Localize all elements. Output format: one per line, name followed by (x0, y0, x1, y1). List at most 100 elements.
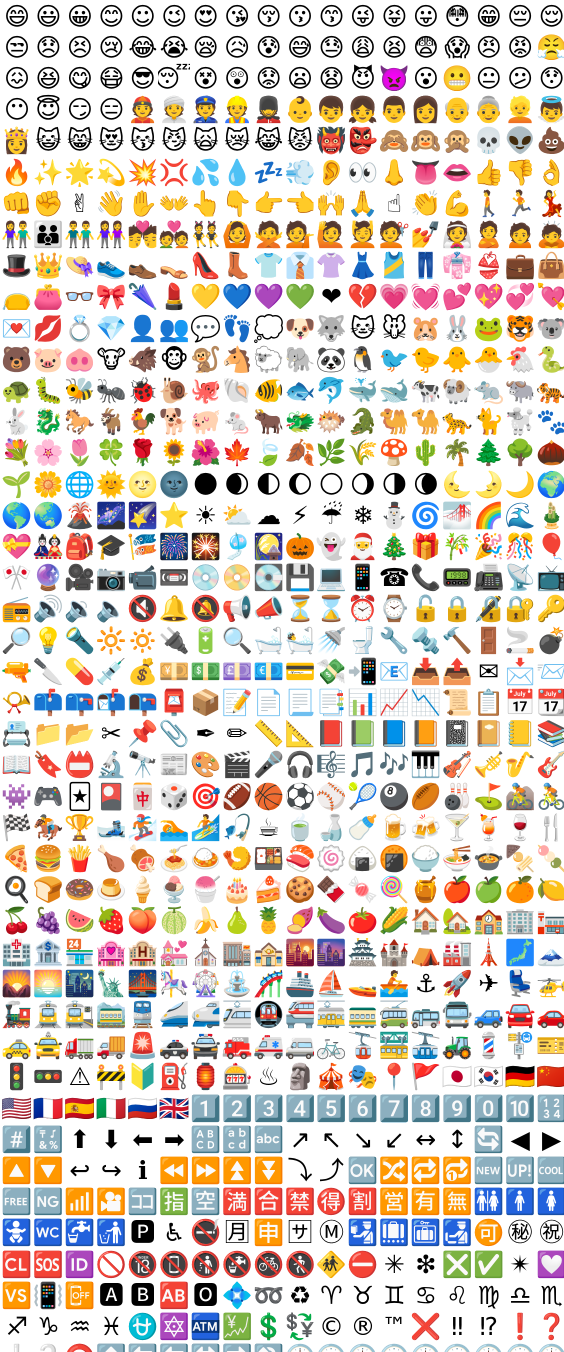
emoji-cell: 🍇 (32, 906, 64, 936)
emoji-cell: ❗ (504, 1311, 536, 1341)
emoji-cell: 🌖 (349, 469, 376, 499)
emoji-cell: 🈚 (441, 1187, 473, 1217)
emoji-cell: 💳 (284, 656, 316, 686)
emoji-cell: 📆 (536, 687, 564, 717)
emoji-cell: 😳 (444, 1, 471, 31)
emoji-cell: 👸 (1, 126, 33, 156)
emoji-cell: 🚘 (504, 999, 536, 1029)
emoji-cell: 🏄 (190, 812, 222, 842)
emoji-cell: 👪 (32, 219, 64, 249)
emoji-cell: © (319, 1311, 344, 1341)
emoji-cell: 😆 (35, 63, 62, 93)
emoji-cell: ♨ (257, 1062, 280, 1092)
emoji-cell: 🔔 (158, 594, 190, 624)
emoji-cell: 👑 (32, 251, 64, 281)
emoji-cell: 🍑 (127, 906, 159, 936)
emoji-cell: 🌟 (64, 157, 96, 187)
emoji-cell: 🍅 (347, 906, 379, 936)
emoji-cell: 💥 (127, 157, 159, 187)
emoji-cell: 🍪 (284, 875, 316, 905)
emoji-cell: 📻 (1, 594, 33, 624)
emoji-cell: 📖 (1, 750, 33, 780)
emoji-cell: ⤵ (287, 1155, 313, 1185)
emoji-cell: 🍟 (64, 843, 96, 873)
emoji-cell: 🐌 (158, 375, 190, 405)
emoji-cell: 🈁 (127, 1187, 159, 1217)
emoji-cell: 🌋 (64, 500, 96, 530)
emoji-cell: ‼ (451, 1311, 464, 1341)
emoji-cell: 📮 (158, 687, 190, 717)
emoji-cell: ⏫ (221, 1155, 253, 1185)
emoji-cell: 💽 (253, 563, 285, 593)
emoji-cell: 🌲 (473, 438, 505, 468)
emoji-cell: 🐈 (473, 407, 505, 437)
emoji-cell: 🐩 (504, 407, 536, 437)
emoji-cell: 🐫 (378, 407, 410, 437)
emoji-cell: 👃 (378, 157, 410, 187)
emoji-cell: 🔽 (32, 1155, 64, 1185)
emoji-cell: 🚊 (32, 999, 64, 1029)
emoji-cell: 🃏 (67, 781, 93, 811)
emoji-cell: 🙋 (315, 219, 348, 249)
emoji-cell: 💩 (536, 126, 564, 156)
emoji-cell: 📋 (473, 687, 505, 717)
emoji-cell: 📎 (158, 719, 190, 749)
emoji-cell: 🔡 (221, 1124, 253, 1154)
emoji-cell: 💕 (441, 282, 473, 312)
emoji-cell: 🌛 (473, 469, 505, 499)
emoji-cell: 🏣 (536, 906, 564, 936)
emoji-cell: 📫 (32, 687, 64, 717)
emoji-cell: 😏 (66, 95, 93, 125)
emoji-cell: 🐐 (95, 407, 127, 437)
emoji-cell: ® (350, 1311, 376, 1341)
emoji-cell: ⛳ (473, 781, 505, 811)
emoji-cell: 🌄 (1, 968, 33, 998)
emoji-cell: 🈂 (287, 1218, 313, 1248)
emoji-cell: 📂 (64, 719, 96, 749)
emoji-cell: 🚷 (284, 1249, 316, 1279)
emoji-cell: 📼 (158, 563, 190, 593)
emoji-cell: 🚕 (1, 1031, 33, 1061)
emoji-cell: 🙇 (536, 219, 564, 249)
emoji-cell: 🎢 (253, 968, 285, 998)
emoji-cell: 😙 (318, 1, 345, 31)
emoji-cell: 🍭 (378, 875, 410, 905)
emoji-cell: 😴 (158, 63, 191, 93)
emoji-cell: 🎏 (127, 531, 159, 561)
emoji-cell: 🚉 (64, 999, 96, 1029)
emoji-cell: ⭐ (158, 500, 190, 530)
emoji-cell: 👖 (410, 251, 442, 281)
emoji-cell: 🍉 (64, 906, 96, 936)
emoji-cell: 👍 (473, 157, 505, 187)
emoji-cell: 🔥 (1, 157, 33, 187)
emoji-cell: 😮 (412, 63, 439, 93)
emoji-cell: 💘 (536, 282, 564, 312)
emoji-cell: ❎ (441, 1249, 473, 1279)
emoji-cell: 🍆 (315, 906, 348, 936)
emoji-cell: 🍔 (32, 843, 64, 873)
emoji-cell: 🐕 (158, 407, 190, 437)
emoji-cell: 🛄 (378, 1218, 410, 1248)
emoji-cell: ↕ (446, 1124, 468, 1154)
emoji-cell: 👥 (158, 313, 190, 343)
emoji-cell: 💨 (284, 157, 316, 187)
emoji-cell: ⚓ (414, 968, 438, 998)
emoji-cell: 📥 (410, 656, 442, 686)
emoji-cell: 🐗 (127, 344, 159, 374)
emoji-cell: 🔖 (32, 750, 64, 780)
emoji-cell: 😕 (507, 63, 534, 93)
emoji-cell: 📄 (253, 687, 285, 717)
emoji-cell: 💫 (95, 157, 127, 187)
emoji-cell: 🚭 (190, 1218, 222, 1248)
emoji-cell: 🚥 (32, 1062, 64, 1092)
emoji-cell: 🗿 (284, 1062, 316, 1092)
emoji-cell: 🔤 (253, 1124, 285, 1154)
emoji-cell: ♌ (446, 1280, 469, 1310)
emoji-cell: ↖ (321, 1124, 342, 1154)
emoji-cell: 👯 (190, 219, 222, 249)
emoji-cell: 😷 (98, 63, 125, 93)
emoji-cell: 🛃 (441, 1218, 473, 1248)
emoji-cell: 🈺 (378, 1187, 410, 1217)
emoji-cell: 📶 (64, 1187, 96, 1217)
emoji-cell: 🎀 (95, 282, 127, 312)
